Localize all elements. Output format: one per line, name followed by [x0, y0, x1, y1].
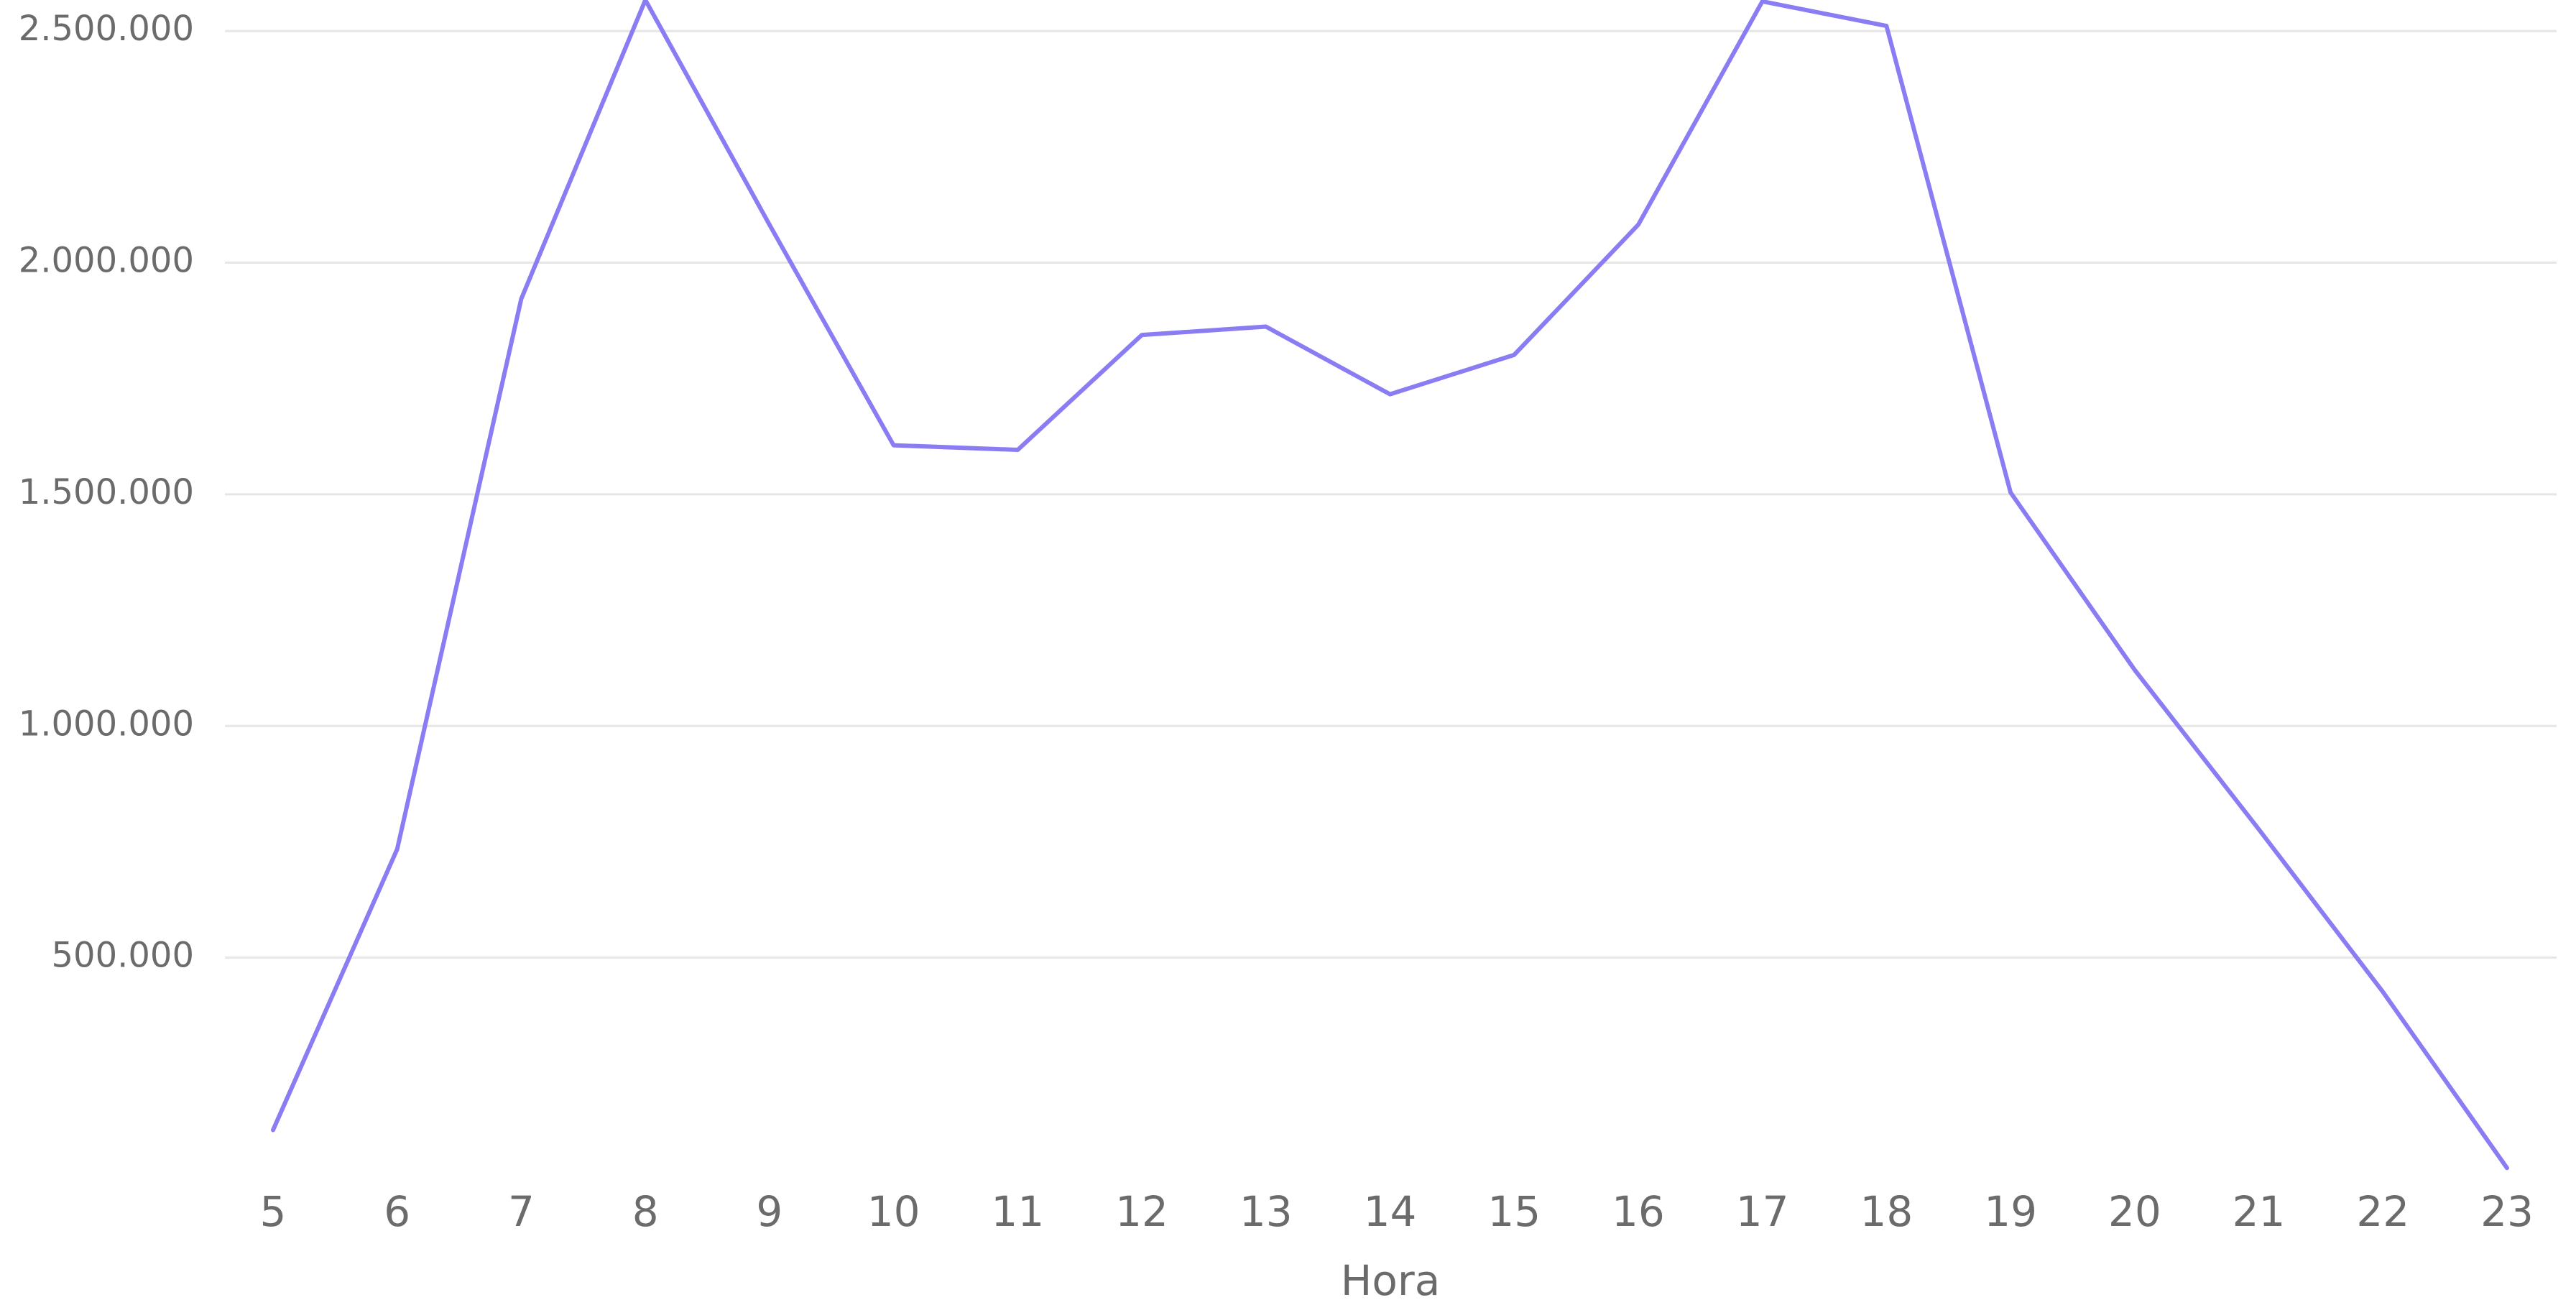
x-axis-label: Hora	[1341, 1256, 1441, 1305]
line-series	[271, 0, 2509, 1171]
x-tick-label: 16	[1612, 1187, 1665, 1236]
x-tick-label: 11	[991, 1187, 1044, 1236]
x-tick-label: 7	[508, 1187, 535, 1236]
x-tick-label: 18	[1860, 1187, 1913, 1236]
x-tick-label: 23	[2480, 1187, 2534, 1236]
x-tick-label: 12	[1115, 1187, 1168, 1236]
y-tick-label: 2.000.000	[19, 241, 194, 281]
x-tick-label: 21	[2233, 1187, 2286, 1236]
x-tick-label: 5	[260, 1187, 287, 1236]
x-tick-label: 8	[632, 1187, 659, 1236]
y-tick-label: 500.000	[52, 936, 195, 976]
x-tick-label: 13	[1239, 1187, 1293, 1236]
x-tick-label: 6	[384, 1187, 410, 1236]
y-tick-label: 2.500.000	[19, 9, 194, 49]
x-tick-label: 10	[867, 1187, 920, 1236]
x-tick-label: 19	[1984, 1187, 2037, 1236]
x-tick-label: 14	[1364, 1187, 1417, 1236]
x-tick-label: 15	[1487, 1187, 1541, 1236]
x-tick-label: 20	[2108, 1187, 2161, 1236]
x-tick-label: 9	[756, 1187, 783, 1236]
y-tick-label: 1.000.000	[19, 704, 194, 744]
x-tick-label: 17	[1736, 1187, 1789, 1236]
x-tick-label: 22	[2356, 1187, 2409, 1236]
y-tick-label: 1.500.000	[19, 472, 194, 512]
